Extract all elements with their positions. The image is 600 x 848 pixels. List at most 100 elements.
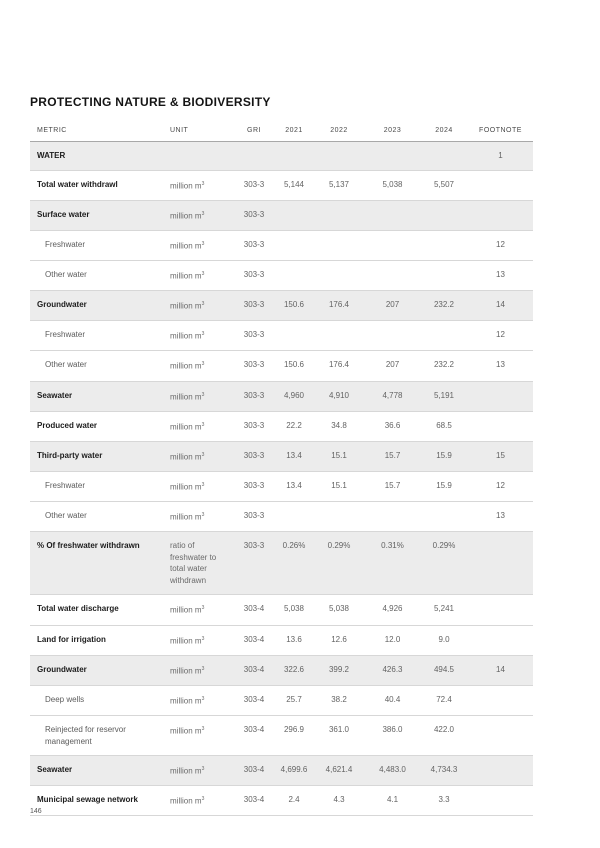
unit-cell: million m3 [163, 685, 233, 717]
column-header-metric: METRIC [30, 121, 163, 142]
metric-cell: Freshwater [30, 230, 163, 261]
value-cell-2022 [313, 260, 365, 292]
unit-cell: million m3 [163, 755, 233, 787]
value-cell-2024: 232.2 [420, 290, 468, 322]
gri-cell: 303-3 [233, 230, 275, 261]
gri-cell: 303-4 [233, 785, 275, 817]
value-cell-2022 [313, 320, 365, 352]
metric-cell: Other water [30, 260, 163, 292]
value-cell-2021 [275, 230, 313, 261]
value-cell-2021: 296.9 [275, 715, 313, 756]
unit-cell [163, 141, 233, 171]
metric-cell: Municipal sewage network [30, 785, 163, 817]
value-cell-2022 [313, 230, 365, 261]
footnote-cell [468, 531, 533, 596]
value-cell-2022 [313, 200, 365, 231]
value-cell-2024 [420, 141, 468, 171]
value-cell-2021: 4,699.6 [275, 755, 313, 787]
footnote-cell [468, 200, 533, 231]
metric-cell: Reinjected for reservor management [30, 715, 163, 756]
metric-cell: Total water withdrawl [30, 170, 163, 201]
unit-cell: million m3 [163, 170, 233, 201]
metric-cell: Groundwater [30, 290, 163, 322]
gri-cell: 303-4 [233, 625, 275, 656]
unit-cell: million m3 [163, 200, 233, 231]
gri-cell: 303-4 [233, 655, 275, 686]
table-row: Seawater million m3 303-4 4,699.6 4,621.… [30, 755, 533, 787]
footnote-cell: 15 [468, 441, 533, 473]
value-cell-2021: 4,960 [275, 381, 313, 412]
table-row: Total water withdrawl million m3 303-3 5… [30, 170, 533, 201]
table-row: Produced water million m3 303-3 22.2 34.… [30, 411, 533, 442]
metric-cell: Deep wells [30, 685, 163, 717]
value-cell-2022: 176.4 [313, 350, 365, 382]
value-cell-2022: 38.2 [313, 685, 365, 717]
footnote-cell: 13 [468, 260, 533, 292]
value-cell-2024: 15.9 [420, 471, 468, 503]
value-cell-2023: 15.7 [365, 471, 420, 503]
value-cell-2021 [275, 260, 313, 292]
column-header-2023: 2023 [365, 121, 420, 142]
unit-cell: million m3 [163, 625, 233, 656]
table-row: Other water million m3 303-3 150.6 176.4… [30, 350, 533, 382]
gri-cell: 303-3 [233, 350, 275, 382]
value-cell-2022: 0.29% [313, 531, 365, 596]
value-cell-2023 [365, 320, 420, 352]
gri-cell: 303-3 [233, 200, 275, 231]
value-cell-2024: 5,241 [420, 594, 468, 626]
value-cell-2022: 4,621.4 [313, 755, 365, 787]
value-cell-2023: 15.7 [365, 441, 420, 473]
gri-cell: 303-3 [233, 501, 275, 533]
value-cell-2022: 361.0 [313, 715, 365, 756]
value-cell-2022: 4.3 [313, 785, 365, 817]
value-cell-2024 [420, 320, 468, 352]
unit-cell: million m3 [163, 501, 233, 533]
metric-cell: Seawater [30, 381, 163, 412]
gri-cell: 303-3 [233, 471, 275, 503]
footnote-cell: 12 [468, 230, 533, 261]
footnote-cell [468, 715, 533, 756]
column-header-2022: 2022 [313, 121, 365, 142]
value-cell-2021 [275, 200, 313, 231]
table-row: Municipal sewage network million m3 303-… [30, 785, 533, 817]
gri-cell: 303-4 [233, 685, 275, 717]
table-row: Freshwater million m3 303-3 13.4 15.1 15… [30, 471, 533, 503]
footnote-cell: 1 [468, 141, 533, 171]
value-cell-2022: 4,910 [313, 381, 365, 412]
value-cell-2024: 72.4 [420, 685, 468, 717]
value-cell-2023 [365, 230, 420, 261]
table-row: Groundwater million m3 303-4 322.6 399.2… [30, 655, 533, 686]
value-cell-2023: 0.31% [365, 531, 420, 596]
value-cell-2021: 5,144 [275, 170, 313, 201]
value-cell-2023: 426.3 [365, 655, 420, 686]
column-header-2024: 2024 [420, 121, 468, 142]
metric-cell: % Of freshwater withdrawn [30, 531, 163, 596]
unit-cell: million m3 [163, 785, 233, 817]
value-cell-2021: 2.4 [275, 785, 313, 817]
unit-cell: million m3 [163, 260, 233, 292]
value-cell-2021: 13.6 [275, 625, 313, 656]
metric-cell: WATER [30, 141, 163, 171]
table-row: Third-party water million m3 303-3 13.4 … [30, 441, 533, 473]
metric-cell: Surface water [30, 200, 163, 231]
value-cell-2022: 399.2 [313, 655, 365, 686]
metric-cell: Freshwater [30, 320, 163, 352]
value-cell-2023: 207 [365, 350, 420, 382]
value-cell-2021 [275, 320, 313, 352]
value-cell-2022: 15.1 [313, 441, 365, 473]
value-cell-2024: 494.5 [420, 655, 468, 686]
value-cell-2023 [365, 141, 420, 171]
gri-cell: 303-3 [233, 441, 275, 473]
value-cell-2024: 4,734.3 [420, 755, 468, 787]
header-row: METRIC UNIT GRI 2021 2022 2023 2024 FOOT… [30, 121, 533, 142]
table-row: WATER 1 [30, 141, 533, 171]
value-cell-2021: 5,038 [275, 594, 313, 626]
value-cell-2023: 5,038 [365, 170, 420, 201]
value-cell-2023: 386.0 [365, 715, 420, 756]
table-row: Other water million m3 303-3 13 [30, 501, 533, 533]
value-cell-2024: 9.0 [420, 625, 468, 656]
table-row: % Of freshwater withdrawn ratio of fresh… [30, 531, 533, 596]
gri-cell: 303-3 [233, 290, 275, 322]
value-cell-2022 [313, 141, 365, 171]
report-page: PROTECTING NATURE & BIODIVERSITY METRIC … [30, 95, 533, 817]
